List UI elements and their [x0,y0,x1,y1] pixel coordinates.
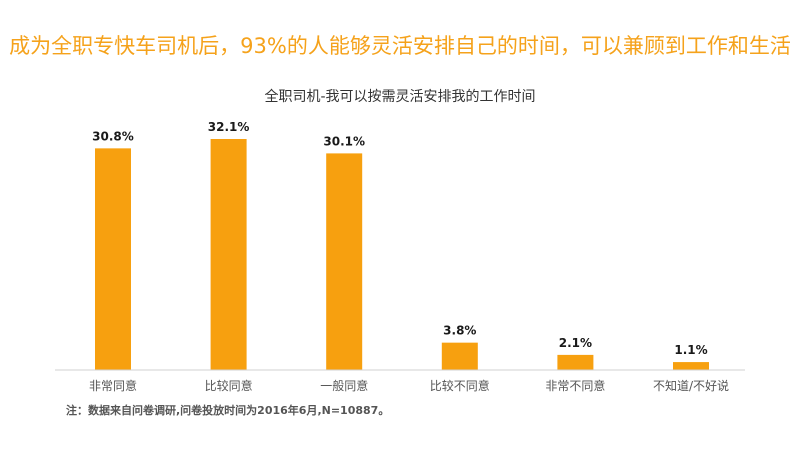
category-label-4: 非常不同意 [545,378,605,393]
category-label-2: 一般同意 [320,378,368,393]
category-label-5: 不知道/不好说 [653,378,729,393]
value-label-0: 30.8% [92,129,134,143]
bar-4 [557,354,594,370]
category-label-3: 比较不同意 [430,378,490,393]
page-headline: 成为全职专快车司机后，93%的人能够灵活安排自己的时间，可以兼顾到工作和生活 [9,34,791,58]
value-label-1: 32.1% [208,120,250,134]
value-label-4: 2.1% [559,336,592,350]
value-label-2: 30.1% [323,134,365,148]
chart-title: 全职司机-我可以按需灵活安排我的工作时间 [264,88,535,105]
category-label-0: 非常同意 [89,378,137,393]
value-label-5: 1.1% [674,343,707,357]
value-label-3: 3.8% [443,324,476,338]
bar-5 [673,362,709,370]
bar-1 [210,139,247,370]
bar-2 [326,153,363,370]
bar-3 [441,342,478,370]
bars-group: 30.8% 非常同意 32.1% 比较同意 30.1% 一般同意 3.8% 比较不同意 2.1%… [89,120,729,393]
source-note: 注：数据来自问卷调研,问卷投放时间为2016年6月,N=10887。 [66,404,390,417]
bar-0 [95,148,131,370]
category-label-1: 比较同意 [205,378,253,393]
